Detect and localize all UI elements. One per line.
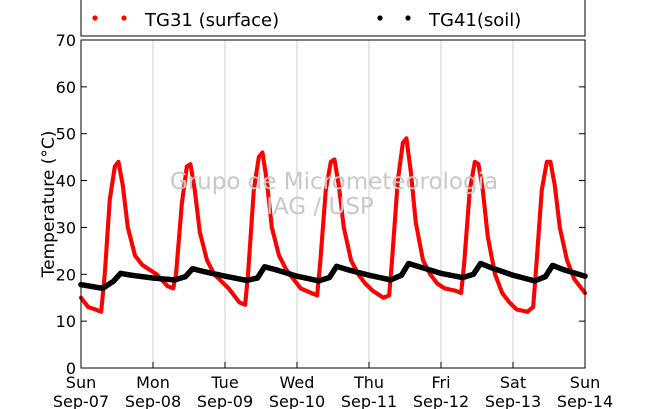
x-tick-label-date: Sep-09 (197, 392, 253, 409)
x-tick-label-day: Sun (66, 373, 96, 392)
plot-area (81, 40, 585, 368)
y-tick-label: 60 (56, 78, 76, 97)
x-tick-label-date: Sep-12 (413, 392, 469, 409)
series-layer (78, 136, 588, 314)
y-axis-label: Temperature (°C) (39, 131, 59, 279)
x-tick-label-day: Tue (210, 373, 238, 392)
legend-label-tg41: TG41(soil) (428, 10, 521, 31)
x-tick-label-date: Sep-07 (53, 392, 109, 409)
x-tick-label-day: Mon (136, 373, 170, 392)
series-0 (78, 136, 588, 314)
series-1 (78, 260, 588, 292)
y-tick-label: 0 (66, 359, 76, 378)
legend-marker-tg41-a (377, 15, 383, 21)
watermark-line-1: Grupo de Micrometeorologia (170, 169, 498, 195)
x-tick-label-date: Sep-08 (125, 392, 181, 409)
legend-box (80, 0, 586, 37)
legend: TG31 (surface) TG41(soil) (80, 0, 586, 37)
legend-marker-tg31-b (121, 15, 127, 21)
x-tick-label-day: Fri (431, 373, 450, 392)
watermark-line-2: IAG / USP (266, 194, 374, 220)
x-tick-label-date: Sep-10 (269, 392, 325, 409)
y-tick-label: 30 (56, 218, 76, 237)
x-tick-label-day: Sat (500, 373, 526, 392)
axis-ticks: 010203040506070SunSep-07MonSep-08TueSep-… (53, 31, 613, 409)
y-tick-label: 50 (56, 125, 76, 144)
y-tick-label: 20 (56, 265, 76, 284)
x-tick-label-day: Thu (353, 373, 384, 392)
y-tick-label: 10 (56, 312, 76, 331)
plot-frame (80, 39, 586, 369)
legend-label-tg31: TG31 (surface) (144, 10, 279, 31)
x-tick-label-date: Sep-11 (341, 392, 397, 409)
y-tick-label: 70 (56, 31, 76, 50)
x-tick-label-day: Sun (570, 373, 600, 392)
x-tick-label-day: Wed (280, 373, 315, 392)
watermark: Grupo de Micrometeorologia IAG / USP (170, 169, 498, 220)
legend-marker-tg41-b (405, 15, 411, 21)
vertical-grid (152, 40, 514, 368)
x-tick-label-date: Sep-14 (557, 392, 613, 409)
x-tick-label-date: Sep-13 (485, 392, 541, 409)
y-tick-label: 40 (56, 172, 76, 191)
legend-marker-tg31-a (92, 15, 98, 21)
